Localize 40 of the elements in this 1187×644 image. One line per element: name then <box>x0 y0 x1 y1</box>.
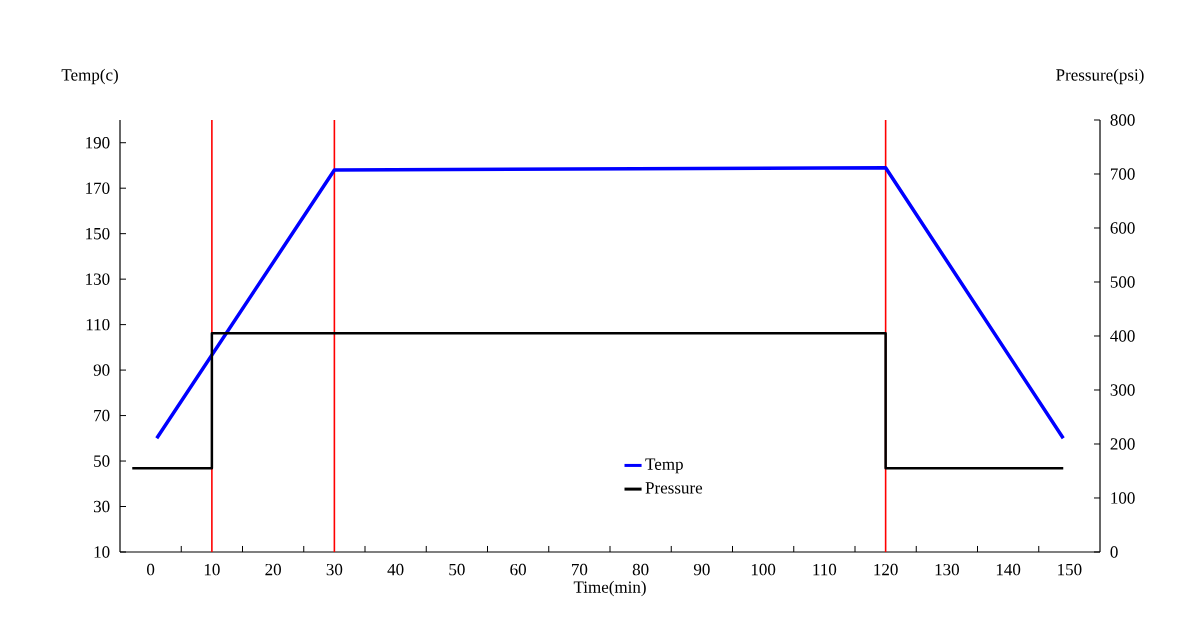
y-tick-label: 10 <box>94 546 110 558</box>
y-tick-label: 70 <box>94 409 110 422</box>
y2-tick-label: 100 <box>1111 492 1135 504</box>
legend-label: Temp <box>645 458 683 474</box>
x-tick-label: 110 <box>813 563 837 576</box>
y2-tick-label: 600 <box>1110 222 1135 234</box>
y-tick-label: 170 <box>86 182 110 194</box>
y2-tick-label: 800 <box>1110 114 1135 126</box>
y2-tick-label: 700 <box>1110 168 1135 180</box>
x-tick-label: 50 <box>449 563 465 576</box>
x-tick-label: 0 <box>147 563 155 576</box>
x-tick-label: 120 <box>874 563 898 576</box>
y2-tick-label: 200 <box>1110 438 1135 450</box>
y2-tick-label: 500 <box>1110 276 1135 288</box>
y2-tick-label: 400 <box>1110 330 1135 342</box>
x-tick-label: 10 <box>204 563 220 576</box>
y-tick-label: 50 <box>94 455 110 467</box>
y2-tick-label: 0 <box>1110 546 1118 558</box>
y2-axis-title: Pressure(psi) <box>1056 68 1144 85</box>
x-tick-label: 90 <box>693 563 710 576</box>
y-tick-label: 90 <box>93 364 110 376</box>
x-tick-label: 100 <box>751 563 776 576</box>
y-tick-label: 110 <box>86 318 110 331</box>
y-tick-label: 190 <box>86 136 110 149</box>
y-tick-label: 30 <box>93 500 110 513</box>
legend-label: Pressure <box>645 482 703 494</box>
x-tick-label: 70 <box>571 563 588 576</box>
x-tick-label: 150 <box>1058 563 1082 576</box>
x-axis-title: Time(min) <box>573 580 646 597</box>
y-tick-label: 150 <box>86 227 110 240</box>
x-tick-label: 30 <box>326 563 343 576</box>
x-tick-label: 80 <box>632 563 649 576</box>
x-tick-label: 130 <box>935 563 959 576</box>
y-axis-title: Temp(c) <box>61 68 118 85</box>
y-tick-label: 130 <box>86 273 110 285</box>
y2-tick-label: 300 <box>1110 384 1135 396</box>
x-tick-label: 20 <box>265 563 281 576</box>
x-tick-label: 40 <box>387 563 404 576</box>
x-tick-label: 140 <box>996 563 1021 576</box>
x-tick-label: 60 <box>510 563 526 576</box>
